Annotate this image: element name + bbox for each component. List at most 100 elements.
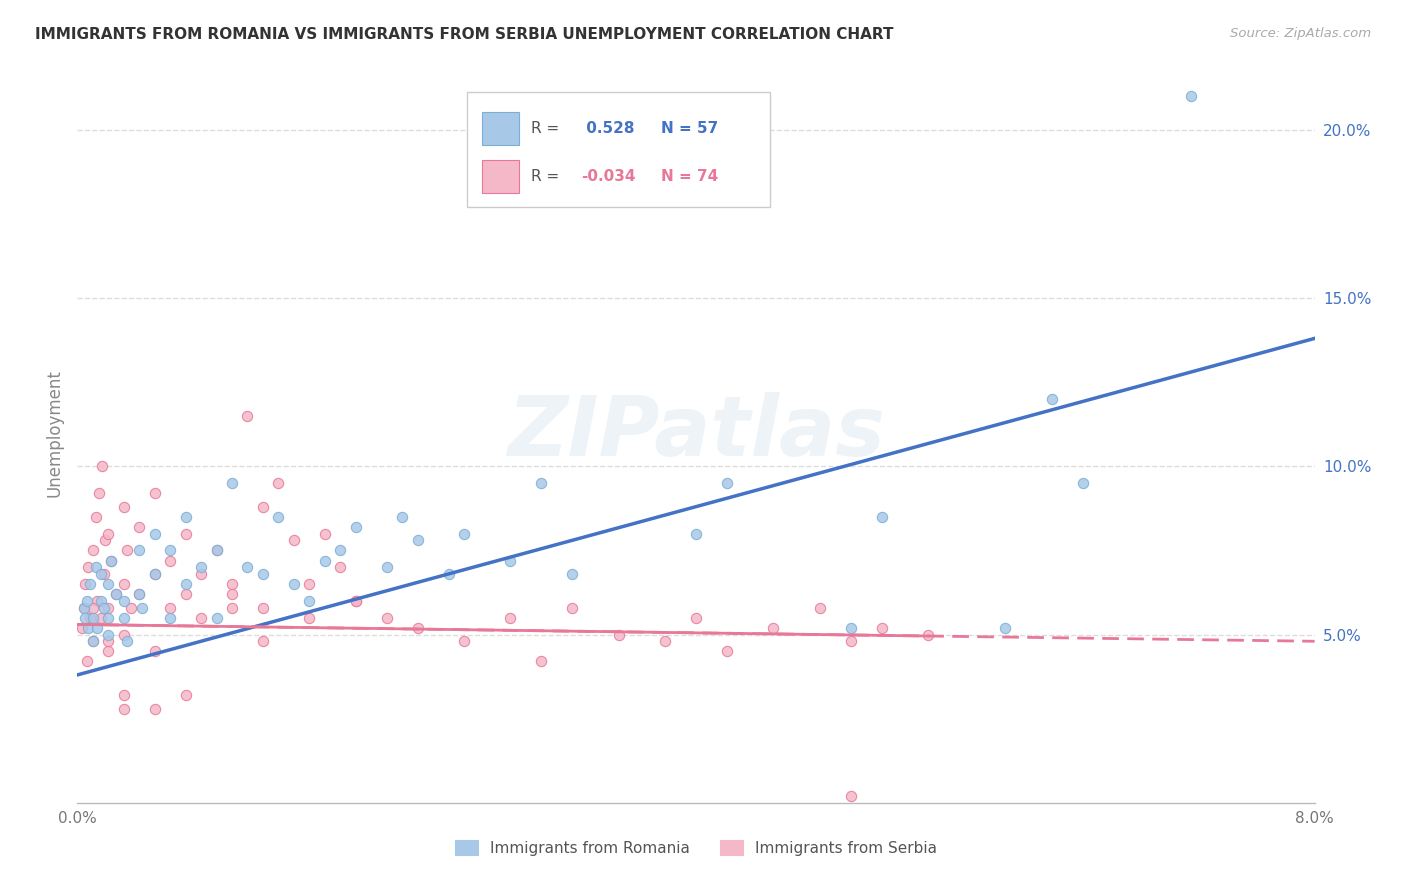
- Point: [128, 543, 150, 558]
- Point: [283, 577, 305, 591]
- Point: [93, 566, 115, 581]
- Point: [86, 594, 108, 608]
- Point: [87, 486, 110, 500]
- Point: [112, 577, 135, 591]
- Point: [252, 500, 274, 514]
- Point: [530, 655, 553, 669]
- Point: [131, 600, 153, 615]
- Point: [298, 610, 321, 624]
- Point: [221, 587, 243, 601]
- Point: [97, 610, 120, 624]
- Point: [112, 701, 135, 715]
- Point: [115, 634, 138, 648]
- Point: [190, 560, 212, 574]
- Point: [128, 587, 150, 601]
- Point: [205, 543, 228, 558]
- Point: [159, 600, 181, 615]
- Point: [84, 509, 107, 524]
- Point: [128, 587, 150, 601]
- Point: [90, 610, 111, 624]
- Text: N = 57: N = 57: [661, 121, 718, 136]
- Point: [716, 644, 738, 658]
- Point: [283, 533, 305, 548]
- Point: [90, 594, 111, 608]
- Point: [143, 486, 166, 500]
- Point: [128, 520, 150, 534]
- Point: [870, 621, 893, 635]
- Point: [77, 560, 100, 574]
- Point: [112, 688, 135, 702]
- Point: [236, 560, 259, 574]
- Point: [406, 533, 429, 548]
- FancyBboxPatch shape: [482, 161, 519, 194]
- Point: [499, 553, 522, 567]
- Point: [391, 509, 413, 524]
- Point: [344, 594, 367, 608]
- Point: [499, 610, 522, 624]
- Point: [86, 621, 108, 635]
- Point: [561, 566, 583, 581]
- Point: [221, 600, 243, 615]
- Point: [105, 587, 127, 601]
- Point: [252, 566, 274, 581]
- Point: [112, 610, 135, 624]
- Point: [174, 526, 197, 541]
- Point: [808, 600, 831, 615]
- Point: [190, 566, 212, 581]
- Point: [143, 526, 166, 541]
- Point: [97, 600, 120, 615]
- Point: [90, 566, 111, 581]
- Point: [72, 600, 94, 615]
- Point: [344, 594, 367, 608]
- Point: [79, 610, 101, 624]
- Point: [82, 543, 104, 558]
- Point: [115, 543, 138, 558]
- Point: [530, 476, 553, 491]
- Point: [298, 594, 321, 608]
- Point: [205, 610, 228, 624]
- Point: [97, 627, 120, 641]
- Point: [97, 577, 120, 591]
- Point: [159, 610, 181, 624]
- Point: [252, 600, 274, 615]
- Point: [143, 701, 166, 715]
- Text: -0.034: -0.034: [581, 169, 636, 185]
- Point: [84, 560, 107, 574]
- Point: [100, 553, 122, 567]
- Point: [190, 610, 212, 624]
- Point: [839, 634, 862, 648]
- Point: [236, 409, 259, 423]
- Point: [375, 610, 398, 624]
- Point: [94, 533, 117, 548]
- Point: [97, 644, 120, 658]
- Point: [870, 509, 893, 524]
- Point: [298, 577, 321, 591]
- Point: [93, 600, 115, 615]
- Point: [82, 600, 104, 615]
- Point: [82, 634, 104, 648]
- Point: [72, 600, 94, 615]
- Text: 0.528: 0.528: [581, 121, 634, 136]
- Point: [112, 500, 135, 514]
- Text: ZIPatlas: ZIPatlas: [508, 392, 884, 473]
- Point: [143, 644, 166, 658]
- Point: [1071, 476, 1094, 491]
- Point: [100, 553, 122, 567]
- Point: [252, 634, 274, 648]
- Point: [716, 476, 738, 491]
- Point: [76, 594, 98, 608]
- Text: Source: ZipAtlas.com: Source: ZipAtlas.com: [1230, 27, 1371, 40]
- FancyBboxPatch shape: [467, 92, 770, 207]
- Point: [75, 577, 96, 591]
- Point: [329, 543, 352, 558]
- Point: [654, 634, 676, 648]
- Point: [79, 577, 101, 591]
- Point: [159, 543, 181, 558]
- Point: [314, 526, 336, 541]
- Point: [839, 621, 862, 635]
- Point: [97, 526, 120, 541]
- Point: [453, 634, 475, 648]
- Text: R =: R =: [531, 169, 565, 185]
- Point: [685, 526, 707, 541]
- Point: [221, 476, 243, 491]
